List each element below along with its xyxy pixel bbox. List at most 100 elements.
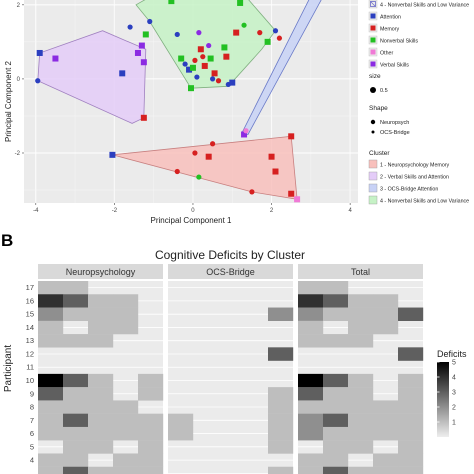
data-point bbox=[264, 38, 271, 45]
heatmap-cell bbox=[398, 373, 424, 388]
data-point bbox=[221, 44, 228, 51]
data-point bbox=[174, 168, 180, 175]
legend-shape-key bbox=[371, 130, 375, 134]
row-tick-label: 13 bbox=[26, 336, 34, 345]
heatmap-cell bbox=[398, 440, 424, 454]
heatmap-cell bbox=[113, 426, 139, 441]
data-point bbox=[140, 114, 147, 121]
legend-cluster-swatch bbox=[368, 183, 378, 193]
x-tick-label: -2 bbox=[112, 208, 118, 214]
data-point bbox=[189, 64, 196, 71]
facet-header bbox=[168, 264, 293, 279]
deficits-legend: Deficits 1 2 3 4 5 bbox=[437, 349, 467, 437]
heatmap-cell bbox=[268, 413, 294, 428]
data-point bbox=[294, 196, 301, 203]
heatmap-cell bbox=[88, 307, 114, 321]
heatmap-cell bbox=[373, 400, 399, 414]
legend-label: Verbal Skills bbox=[380, 63, 409, 69]
legend-swatch bbox=[370, 13, 376, 19]
heatmap-cell bbox=[323, 373, 349, 388]
heatmap-cell bbox=[298, 281, 324, 295]
legend-swatch bbox=[370, 61, 376, 67]
data-point bbox=[237, 0, 244, 6]
heatmap-cell bbox=[63, 281, 89, 295]
heatmap-cell bbox=[168, 426, 194, 441]
row-tick-label: 14 bbox=[26, 323, 34, 332]
heatmap-cell bbox=[298, 320, 324, 335]
scatter-tick-labels: -4 -2 0 2 4 -2 0 2 bbox=[15, 3, 353, 214]
legend-swatch bbox=[370, 49, 376, 55]
heatmap-cell bbox=[398, 387, 424, 401]
data-point bbox=[233, 29, 240, 36]
row-tick-label: 8 bbox=[30, 403, 34, 412]
heatmap-cell bbox=[268, 440, 294, 454]
legend-size-key bbox=[370, 87, 376, 93]
facet-header-label: OCS-Bridge bbox=[206, 267, 255, 277]
heatmap-cell bbox=[113, 453, 139, 467]
heatmap-cell bbox=[88, 373, 114, 388]
legend-size-label: 0.5 bbox=[380, 88, 388, 94]
row-tick-label: 4 bbox=[30, 456, 34, 465]
heatmap-cell bbox=[348, 387, 374, 401]
heatmap-cell bbox=[38, 466, 64, 474]
data-point bbox=[178, 55, 185, 62]
heatmap-cell bbox=[113, 466, 139, 474]
pca-scatter-panel: -4 -2 0 2 4 -2 0 2 Principal Component 1 Princi… bbox=[4, 0, 469, 225]
heatmap-cell bbox=[138, 387, 164, 401]
heatmap-cell bbox=[348, 426, 374, 441]
data-point bbox=[288, 190, 295, 197]
data-point bbox=[211, 70, 218, 77]
x-tick-label: 0 bbox=[191, 208, 195, 214]
facet-panels: Neuropsychology OCS-Bridge Total bbox=[38, 264, 424, 474]
scatter-legend: 4 - Nonverbal Skills and Low Variance Att… bbox=[368, 0, 469, 205]
heatmap-cell bbox=[38, 387, 64, 401]
heatmap-cell bbox=[88, 400, 114, 414]
heatmap-cell bbox=[348, 373, 374, 388]
heatmap-cell bbox=[323, 453, 349, 467]
heatmap-cell bbox=[113, 294, 139, 308]
data-point bbox=[140, 59, 147, 66]
legend-cluster-label: 1 - Neuropsychology Memory bbox=[380, 163, 450, 169]
heatmap-cell bbox=[138, 413, 164, 428]
data-point bbox=[249, 189, 255, 195]
heatmap-cell bbox=[348, 334, 374, 348]
heatmap-cell bbox=[398, 466, 424, 474]
heatmap-cell bbox=[38, 307, 64, 321]
y-tick-label: 2 bbox=[17, 3, 21, 9]
heatmap-title: Cognitive Deficits by Cluster bbox=[155, 248, 305, 262]
heatmap-cell bbox=[38, 426, 64, 441]
heatmap-cell bbox=[138, 466, 164, 474]
facet-header-label: Neuropsychology bbox=[66, 267, 136, 277]
data-point bbox=[229, 79, 236, 86]
heatmap-cell bbox=[298, 387, 324, 401]
row-tick-label: 12 bbox=[26, 349, 34, 358]
heatmap-cell bbox=[398, 413, 424, 428]
heatmap-cell bbox=[63, 387, 89, 401]
row-tick-label: 17 bbox=[26, 283, 34, 292]
heatmap-cell bbox=[323, 400, 349, 414]
legend-cluster-swatch bbox=[368, 159, 378, 169]
panel-b-label: B bbox=[1, 231, 13, 250]
legend-cluster-swatch bbox=[368, 195, 378, 205]
data-point bbox=[223, 53, 230, 60]
heatmap-cell bbox=[38, 281, 64, 295]
data-point bbox=[182, 61, 188, 67]
heatmap-cell bbox=[63, 294, 89, 308]
data-point bbox=[272, 28, 279, 34]
cluster-hulls bbox=[37, 0, 322, 200]
heatmap-cell bbox=[38, 373, 64, 388]
row-tick-label: 16 bbox=[26, 296, 34, 305]
heatmap-cell bbox=[373, 320, 399, 335]
heatmap-cell bbox=[373, 453, 399, 467]
data-point bbox=[272, 168, 279, 175]
legend-cluster-label: 4 - Nonverbal Skills and Low Variance bbox=[380, 199, 469, 205]
heatmap-cell bbox=[113, 307, 139, 321]
heatmap-cell bbox=[373, 413, 399, 428]
heatmap-cell bbox=[373, 294, 399, 308]
data-point bbox=[192, 57, 198, 63]
data-point bbox=[268, 153, 275, 160]
heatmap-cell bbox=[298, 294, 324, 308]
heatmap-cell bbox=[348, 400, 374, 414]
data-point bbox=[142, 31, 149, 38]
heatmap-cell bbox=[88, 466, 114, 474]
